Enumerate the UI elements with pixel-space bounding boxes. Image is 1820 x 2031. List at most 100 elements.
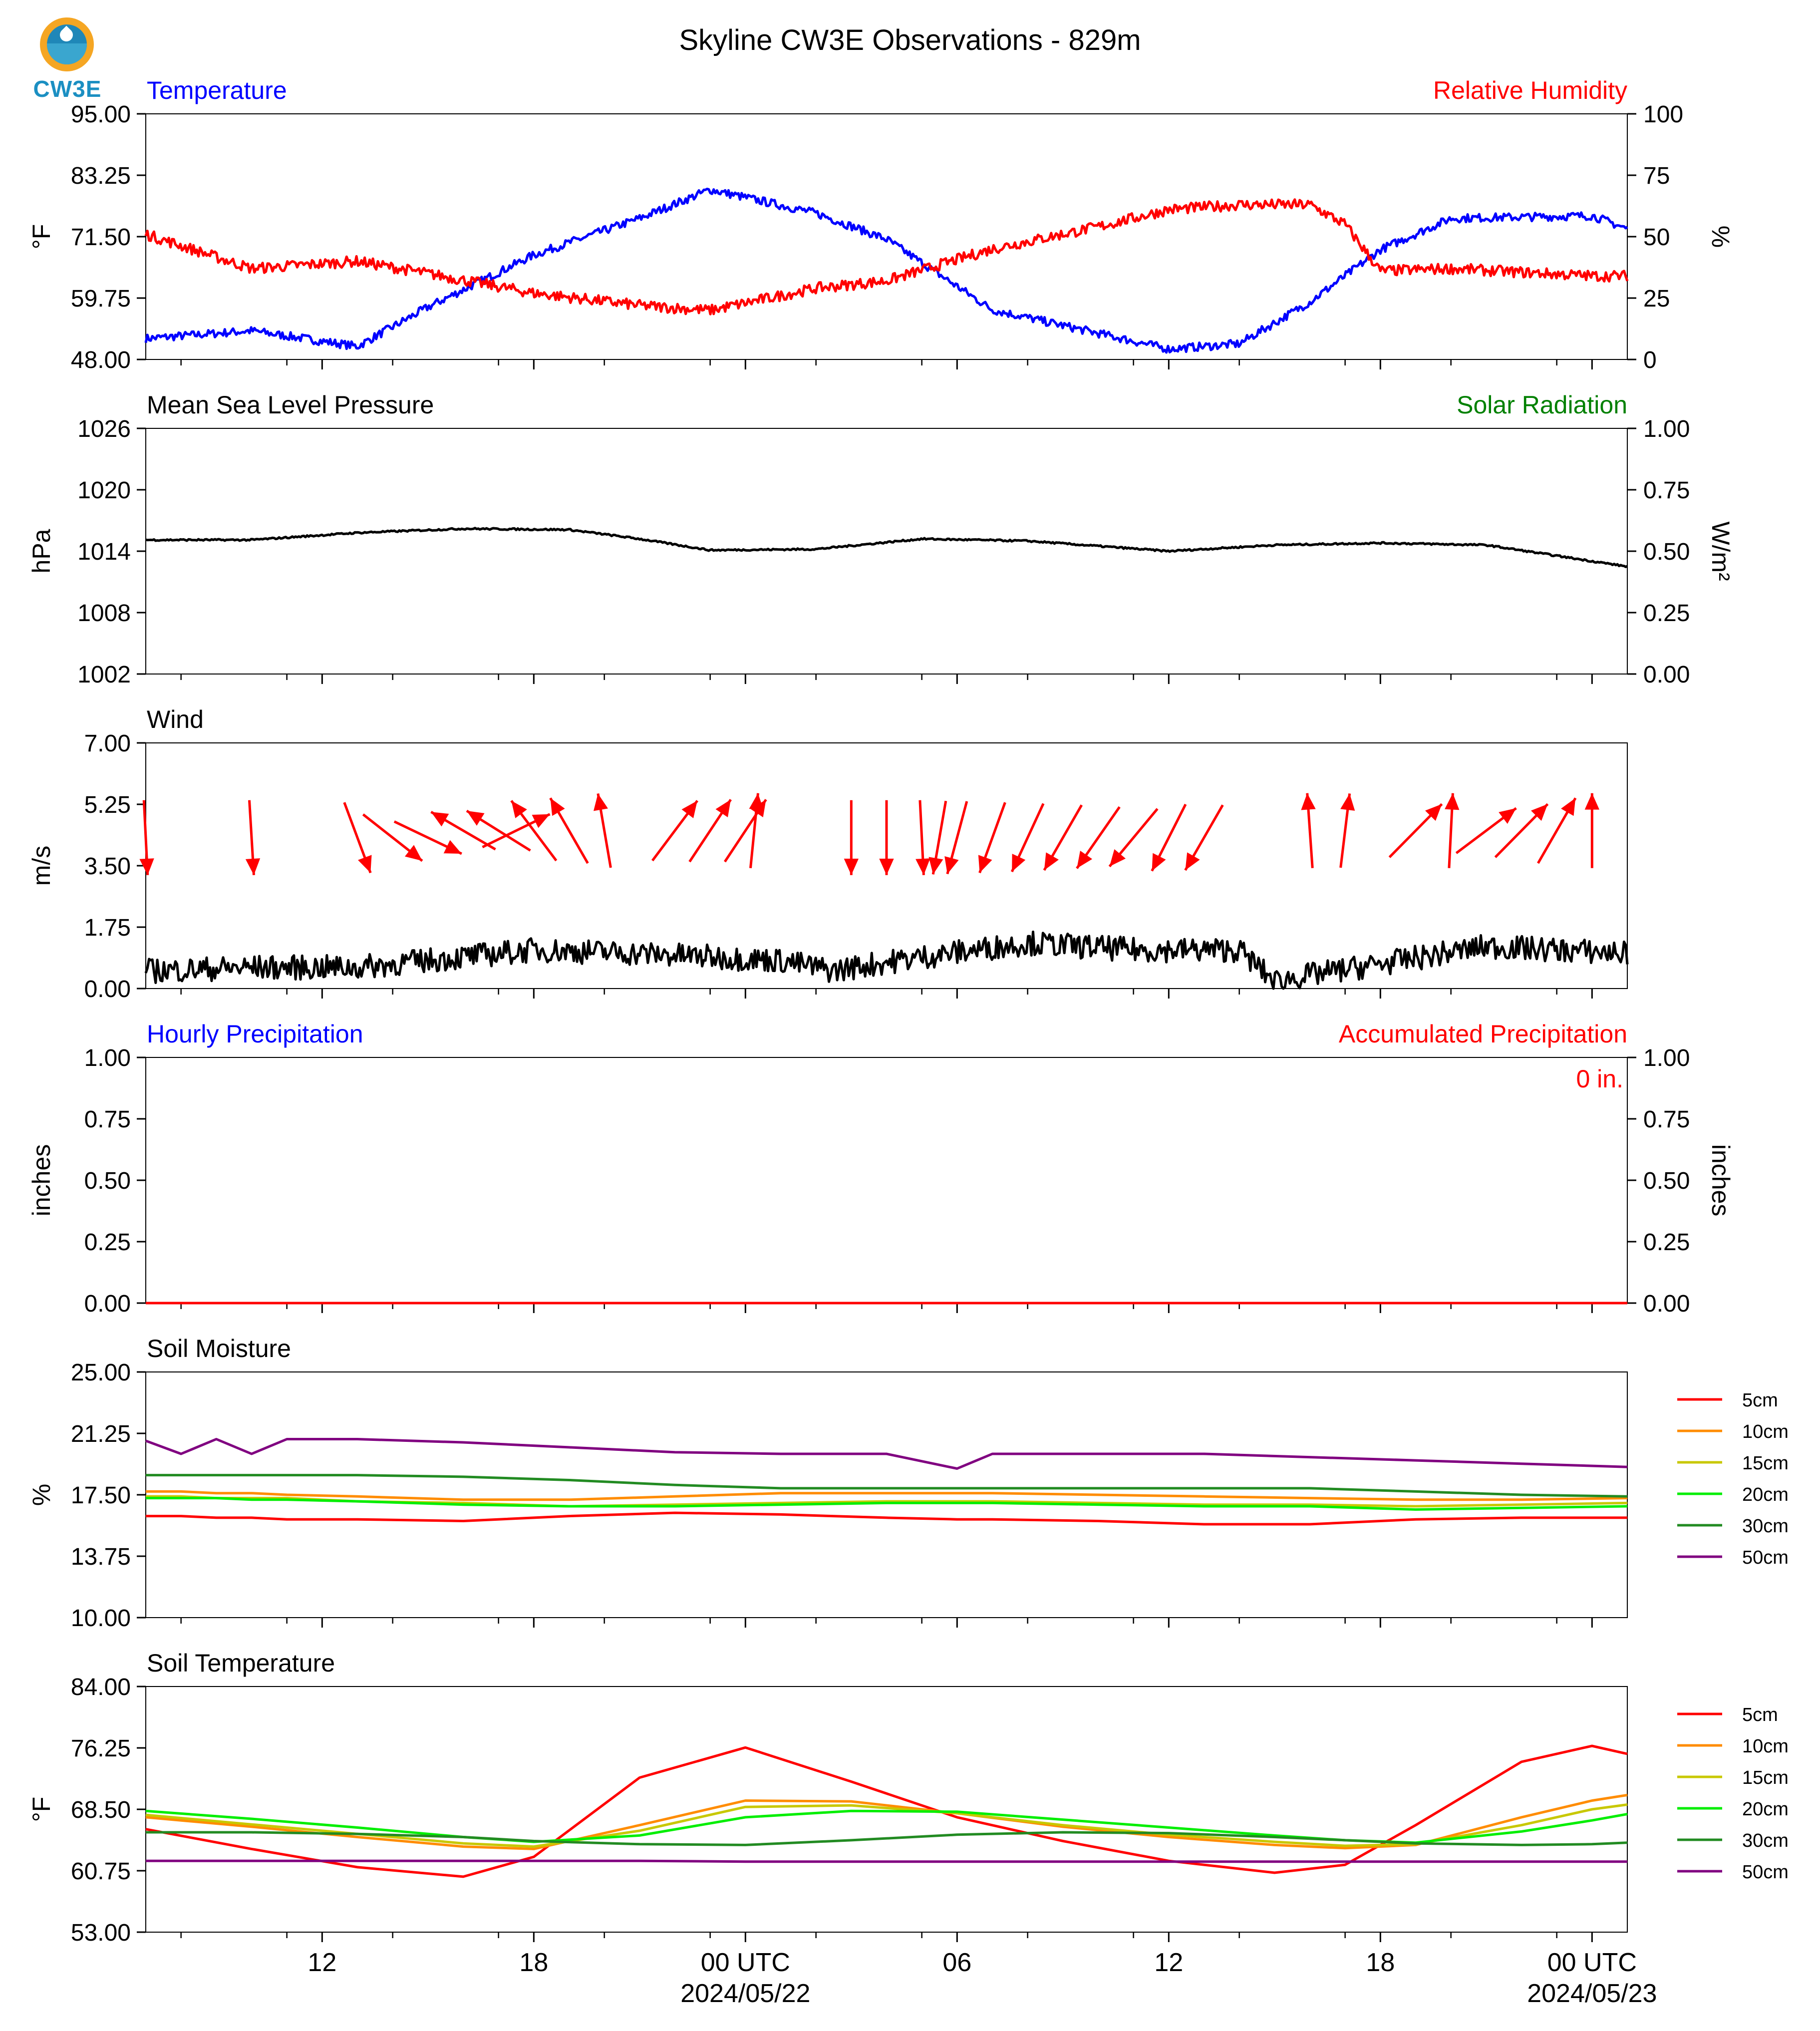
panel-title-left: Mean Sea Level Pressure [147,391,434,419]
wind-arrow-head [550,798,565,816]
y-tick-label-right: 0.50 [1643,539,1690,565]
y-tick-label: 53.00 [71,1920,131,1946]
wind-arrow-head [1584,793,1600,810]
panel-wind: 0.00 1.75 3.50 5.25 7.00 Wind m/s [27,705,1629,1003]
wind-arrow-head [1044,852,1059,871]
plot-frame [145,428,1628,675]
y-tick-label: 1020 [77,477,131,504]
panel-title-left: Soil Temperature [147,1649,335,1677]
y-tick-label-right: 1.00 [1643,1045,1690,1071]
wind-arrow-head [443,840,462,854]
panel-title-left: Wind [147,705,204,733]
panel-title-right: Relative Humidity [1433,76,1627,104]
panel-soil-temperature: 53.00 60.75 68.50 76.25 84.00 Soil Temperatur… [27,1649,1789,2008]
series-line-20cm [145,1809,1628,1844]
wind-arrow-head [431,812,449,827]
panel-title-left: Soil Moisture [147,1335,291,1362]
legend-label: 50cm [1742,1862,1789,1883]
wind-arrow-head [1185,852,1200,871]
y-tick-label: 1002 [77,662,131,688]
wind-arrow-head [978,855,992,873]
series-line-30cm [146,1474,1628,1498]
legend-label: 10cm [1742,1421,1789,1442]
y-tick-label-right: 25 [1643,286,1670,312]
panel-title-right: Solar Radiation [1457,391,1627,419]
panel-pressure-solar: 1002 1008 1014 1020 1026 0.00 0.25 0.50 0.75 1.00… [27,391,1735,688]
series-line-10cm [146,1490,1628,1501]
x-tick-label: 18 [519,1948,548,1977]
x-tick-label: 18 [1366,1948,1395,1977]
wind-arrow-head [466,810,485,826]
series-line-5cm [146,1511,1627,1526]
plot-frame [145,1686,1628,1933]
x-tick-label: 00 UTC [1547,1948,1637,1977]
legend-label: 10cm [1742,1736,1789,1757]
legend-label: 5cm [1742,1390,1778,1411]
y-tick-label-right: 0.00 [1643,1291,1690,1317]
legend-label: 20cm [1742,1799,1789,1820]
x-tick-label: 00 UTC [701,1948,790,1977]
wind-arrow-head [511,800,527,818]
y-tick-label: 1008 [77,600,131,627]
legend-label: 30cm [1742,1830,1789,1851]
legend-label: 20cm [1742,1484,1789,1505]
cw3e-logo-icon [40,17,94,71]
legend-label: 50cm [1742,1547,1789,1568]
y-tick-label: 48.00 [71,347,131,373]
series-line-wind-speed [144,930,1629,990]
series-line-10cm [145,1793,1628,1850]
logo-text: CW3E [33,76,102,102]
y-tick-label: 95.00 [71,101,131,128]
y-tick-label: 1.00 [84,1045,131,1071]
cw3e-logo: CW3E [30,17,105,105]
series-line-50cm [146,1859,1627,1863]
panel-title-left: Hourly Precipitation [147,1020,363,1048]
wind-arrow-head [1301,793,1316,810]
y-tick-label: 1.75 [84,915,131,941]
wind-arrow-head [1561,798,1576,816]
wind-arrow-head [404,845,422,861]
wind-arrow-head [928,857,943,875]
y-tick-label: 59.75 [71,286,131,312]
y-tick-label: 0.25 [84,1229,131,1256]
y-tick-label: 3.50 [84,853,131,880]
series-line-20cm [146,1497,1628,1511]
y-tick-label-right: 50 [1643,224,1670,251]
wind-arrow-head [1445,793,1460,810]
x-date-label: 2024/05/22 [680,1979,810,2008]
y-tick-label: 0.75 [84,1106,131,1133]
legend-label: 5cm [1742,1704,1778,1725]
panel-soil-moisture: 10.00 13.75 17.50 21.25 25.00 Soil Moisture% 5… [27,1335,1789,1632]
y-tick-label-right: 0.25 [1643,600,1690,627]
y-tick-label: 0.00 [84,976,131,1003]
series-line-15cm [146,1495,1628,1508]
y-tick-label-right: 0.25 [1643,1229,1690,1256]
wind-arrow-head [245,858,261,875]
y-tick-label: 10.00 [71,1605,131,1632]
y-tick-label: 13.75 [71,1544,131,1570]
panel-temperature-rh: 48.00 59.75 71.50 83.25 95.00 0 25 50 75 100 Tempe… [27,76,1735,373]
plot-frame [145,113,1628,360]
wind-arrow-head [532,814,550,828]
y-tick-label-right: 1.00 [1643,416,1690,442]
y-tick-label-right: 0.75 [1643,1106,1690,1133]
y-tick-label: 1014 [77,539,131,565]
y-tick-label: 17.50 [71,1482,131,1509]
series-line-50cm [145,1438,1628,1470]
y-axis-label-right: inches [1707,1144,1735,1217]
y-tick-label-right: 0.00 [1643,662,1690,688]
y-tick-label: 7.00 [84,730,131,757]
series-line-temperature [144,187,1628,354]
y-axis-label-left: % [27,1484,55,1506]
wind-arrow-head [1340,793,1355,811]
y-tick-label: 0.00 [84,1291,131,1317]
y-axis-label-right: W/m² [1707,521,1735,581]
y-tick-label-right: 0.75 [1643,477,1690,504]
y-tick-label: 60.75 [71,1858,131,1885]
x-tick-label: 12 [1154,1948,1183,1977]
series-line-30cm [146,1831,1628,1846]
wind-arrow-head [358,855,372,873]
plot-frame [145,1057,1628,1304]
y-axis-label-left: inches [27,1144,55,1217]
